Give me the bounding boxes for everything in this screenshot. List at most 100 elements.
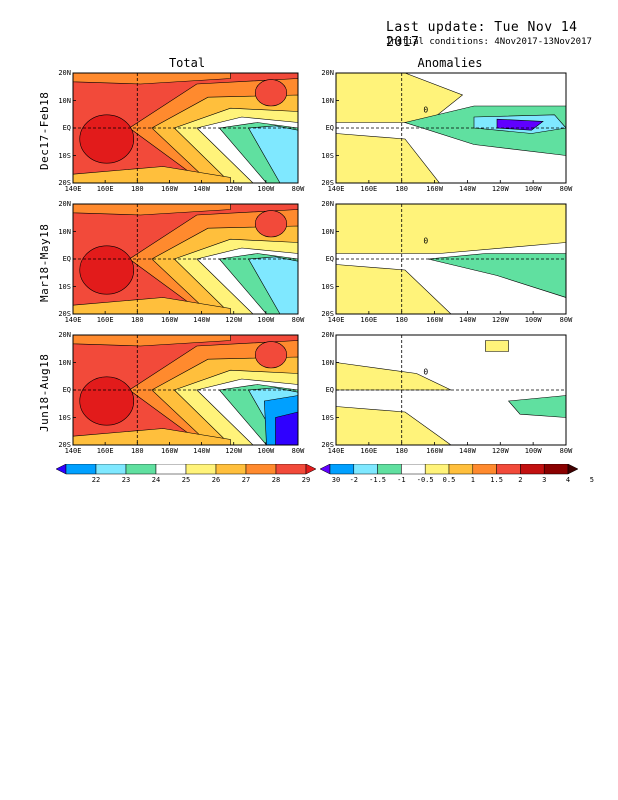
colorbar-swatch [185,464,217,475]
lon-tick-label: 80W [291,316,305,324]
lat-tick-label: 20S [321,441,334,449]
total-column-title: Total [168,56,206,70]
anomaly-colorbar-label: 3 [542,476,547,484]
lon-tick-label: 140W [458,316,476,324]
lat-tick-label: EQ [62,124,71,132]
lon-tick-label: 120W [225,316,243,324]
lat-tick-label: 10S [58,282,71,291]
forecast-map-grid: 0 0 0 [72,72,567,446]
lon-tick-label: 160W [426,447,443,455]
lon-tick-label: 120W [491,185,509,193]
lat-tick-label: 20N [321,200,334,208]
anomaly-colorbar-label: -0.5 [416,476,434,484]
lon-tick-label: 160W [426,316,443,324]
lat-tick-label: 10S [58,151,71,160]
zero-contour-label: 0 [423,106,428,115]
lon-tick-label: 180 [395,447,409,455]
lon-tick-label: 140W [193,316,210,324]
lon-tick-label: 140E [64,185,82,193]
colorbar-swatch [65,464,97,475]
lat-tick-label: 20S [58,179,71,187]
lat-tick-label: 10N [321,358,334,367]
anomaly-colorbar-label: 1 [470,476,475,484]
colorbar-swatch [305,464,316,475]
lon-tick-label: 160E [96,185,114,193]
lon-tick-label: 140W [458,185,476,193]
initial-conditions-text: Initial conditions: 4Nov2017-13Nov2017 [386,37,592,47]
colorbar-swatch [56,464,67,475]
lat-tick-label: 10N [321,96,334,105]
colorbar-swatch [245,464,277,475]
lat-tick-label: 10S [321,282,334,291]
lon-tick-label: 80W [559,447,573,455]
lon-tick-label: 140E [64,316,82,324]
total-colorbar-label: 23 [121,476,131,484]
lon-tick-label: 160E [360,316,378,324]
lat-tick-label: 20N [58,69,71,77]
colorbar-swatch [125,464,157,475]
lat-tick-label: 10S [58,413,71,422]
lon-tick-label: 160W [160,185,178,193]
lon-tick-label: 120W [491,316,509,324]
lat-tick-label: EQ [325,124,334,132]
anomaly-colorbar [320,464,578,475]
lon-tick-label: 80W [291,185,305,193]
total-colorbar-label: 26 [211,476,221,484]
colorbar-swatch [320,464,331,475]
lon-tick-label: 140E [327,316,345,324]
lat-tick-label: 10S [321,151,334,160]
lon-tick-label: 140E [327,185,345,193]
lon-tick-label: 180 [395,316,409,324]
lon-tick-label: 100W [257,185,275,193]
anomaly-colorbar-label: 4 [565,476,571,484]
anomaly-colorbar-label: 0.5 [442,476,456,484]
colorbar-swatch [543,464,569,475]
lon-tick-label: 160E [96,316,114,324]
lon-tick-label: 80W [559,316,573,324]
colorbar-swatch [155,464,187,475]
lat-tick-label: 20N [321,69,334,77]
lon-tick-label: 180 [395,185,409,193]
lon-tick-label: 180 [130,447,144,455]
lon-tick-label: 140W [458,447,476,455]
colorbar-swatch [353,464,378,475]
anomaly-colorbar-label: -1 [397,476,406,484]
lat-tick-label: 20S [321,179,334,187]
anomaly-colorbar-label: 2 [518,476,523,484]
total-colorbar-label: 25 [181,476,191,484]
lon-tick-label: 100W [524,447,542,455]
lon-tick-label: 100W [257,316,275,324]
total-colorbar-label: 30 [331,476,341,484]
lon-tick-label: 160E [360,447,378,455]
lon-tick-label: 160W [160,447,178,455]
colorbar-swatch [472,464,497,475]
colorbar-swatch [95,464,127,475]
total-colorbar-label: 22 [91,476,101,484]
colorbar-swatch [567,464,578,475]
total-colorbar-label: 27 [241,476,251,484]
lon-tick-label: 140W [193,185,210,193]
lat-tick-label: 20S [58,310,71,318]
lon-tick-label: 160W [426,185,443,193]
zero-contour-label: 0 [423,237,428,246]
lat-tick-label: EQ [62,386,71,394]
colorbar-swatch [329,464,355,475]
colorbar-swatch [215,464,247,475]
anomaly-colorbar-label: 1.5 [490,476,503,484]
total-colorbar-label: 29 [301,476,311,484]
colorbar-swatch [377,464,402,475]
colorbar-swatch [448,464,474,475]
lat-tick-label: 20S [58,441,71,449]
lat-tick-label: EQ [62,255,71,263]
lat-tick-label: EQ [325,386,334,394]
lat-tick-label: 20N [58,200,71,208]
colorbar-swatch [496,464,521,475]
lat-tick-label: 10N [58,358,71,367]
last-update-text: Last update: Tue Nov 14 2017 [386,20,578,50]
lat-tick-label: 10S [321,413,334,422]
lon-tick-label: 120W [491,447,509,455]
anomaly-colorbar-label: 5 [589,476,594,484]
lon-tick-label: 140E [64,447,82,455]
lat-tick-label: 10N [58,227,71,236]
colorbar-swatch [520,464,545,475]
